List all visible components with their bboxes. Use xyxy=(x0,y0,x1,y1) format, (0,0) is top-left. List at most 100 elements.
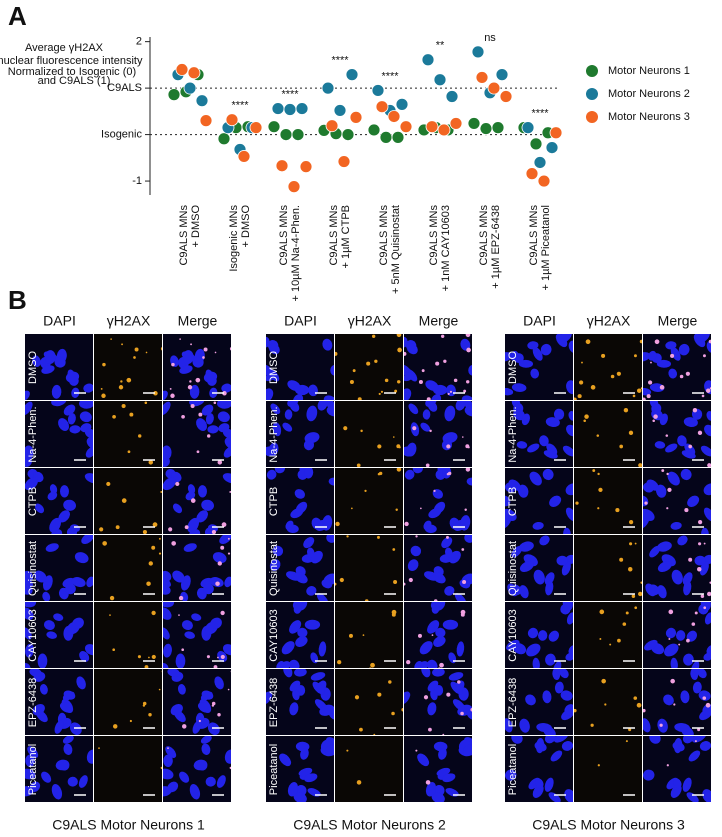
nucleus xyxy=(163,786,172,797)
nucleus xyxy=(290,508,304,519)
foci xyxy=(599,609,605,615)
nucleus xyxy=(643,387,652,396)
foci xyxy=(121,404,126,409)
nucleus xyxy=(76,676,86,690)
micrograph xyxy=(163,669,231,735)
nucleus xyxy=(330,364,334,376)
nucleus xyxy=(456,641,465,657)
nucleus xyxy=(287,401,299,407)
nucleus xyxy=(430,394,442,400)
nucleus xyxy=(216,775,226,788)
nucleus xyxy=(555,334,568,348)
nucleus xyxy=(179,771,190,783)
nucleus xyxy=(543,450,558,459)
foci xyxy=(181,414,185,419)
nucleus xyxy=(544,572,555,585)
nucleus xyxy=(421,669,431,678)
nucleus xyxy=(444,405,456,422)
micrograph xyxy=(404,602,472,668)
nucleus xyxy=(686,630,697,642)
image-background xyxy=(335,736,403,802)
nucleus xyxy=(703,483,711,496)
foci xyxy=(461,548,465,551)
nucleus xyxy=(553,408,565,420)
nucleus xyxy=(187,517,200,533)
micrograph xyxy=(94,669,162,735)
nucleus xyxy=(529,471,542,486)
nucleus xyxy=(674,723,690,733)
nucleus xyxy=(676,630,686,641)
foci xyxy=(161,670,162,673)
image-background xyxy=(94,602,162,668)
data-point xyxy=(275,159,289,173)
foci xyxy=(461,436,464,438)
foci xyxy=(229,491,231,493)
nucleus xyxy=(65,371,80,383)
row-label: CAY10603 xyxy=(27,609,39,661)
nucleus xyxy=(189,784,201,800)
nucleus xyxy=(682,572,693,585)
nucleus xyxy=(545,653,556,666)
foci xyxy=(632,394,636,398)
legend-label: Motor Neurons 1 xyxy=(608,65,690,77)
nucleus xyxy=(408,403,419,415)
nucleus xyxy=(317,401,328,411)
nucleus xyxy=(163,754,173,768)
foci xyxy=(142,529,147,534)
foci xyxy=(597,507,600,510)
foci xyxy=(396,334,402,338)
foci xyxy=(665,434,669,437)
foci xyxy=(110,338,112,340)
nucleus xyxy=(25,768,36,780)
foci xyxy=(609,643,612,646)
nucleus xyxy=(25,570,34,582)
nucleus xyxy=(179,365,193,374)
foci xyxy=(397,380,401,384)
row-label: CAY10603 xyxy=(507,609,519,661)
nucleus xyxy=(163,602,175,608)
nucleus xyxy=(294,489,306,499)
nucleus xyxy=(203,583,214,595)
nucleus xyxy=(460,338,471,351)
foci xyxy=(447,392,450,396)
micrograph xyxy=(25,736,93,802)
nucleus xyxy=(694,555,706,566)
foci xyxy=(160,766,162,770)
nucleus xyxy=(687,495,700,507)
nucleus xyxy=(43,620,55,630)
nucleus xyxy=(25,662,31,668)
nucleus xyxy=(45,543,59,552)
micrograph xyxy=(643,669,711,735)
nucleus xyxy=(289,659,300,668)
foci xyxy=(229,347,231,351)
foci xyxy=(625,740,628,743)
nucleus xyxy=(542,468,554,481)
nucleus xyxy=(455,401,466,411)
micrograph xyxy=(505,334,573,400)
nucleus xyxy=(562,602,573,611)
nucleus xyxy=(295,636,308,647)
nucleus xyxy=(407,559,419,572)
data-point xyxy=(533,156,547,169)
nucleus xyxy=(42,591,51,601)
nucleus xyxy=(568,410,573,421)
nucleus xyxy=(519,585,529,599)
nucleus xyxy=(325,744,334,756)
nucleus xyxy=(84,473,93,484)
micrograph xyxy=(404,334,472,400)
nucleus xyxy=(282,422,293,432)
foci xyxy=(668,609,674,615)
foci xyxy=(636,702,642,708)
foci xyxy=(697,430,703,435)
nucleus xyxy=(51,384,62,399)
column-header: Merge xyxy=(658,313,698,329)
foci xyxy=(581,361,583,364)
nucleus xyxy=(78,401,93,409)
nucleus xyxy=(644,639,658,651)
nucleus xyxy=(44,350,56,365)
nucleus xyxy=(430,689,438,701)
nucleus xyxy=(281,641,295,655)
foci xyxy=(417,633,422,638)
image-background xyxy=(163,535,231,601)
micrograph xyxy=(335,401,403,467)
